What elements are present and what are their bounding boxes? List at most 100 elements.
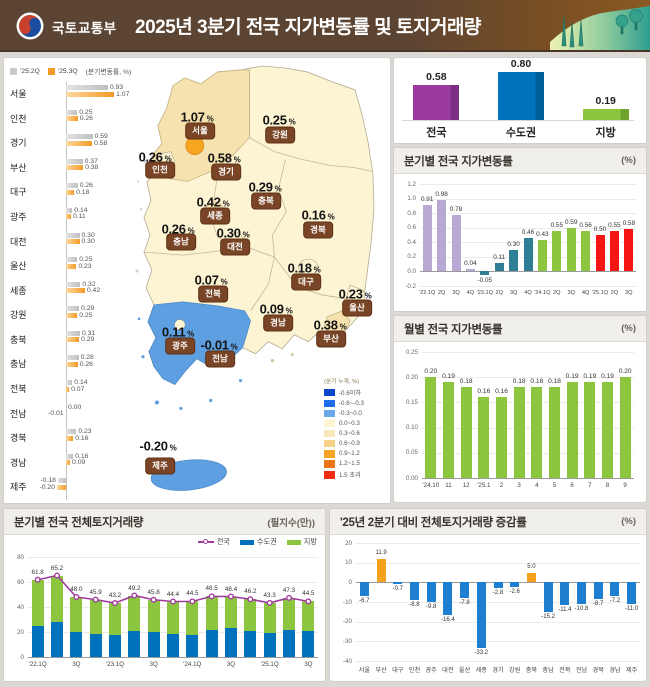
- value-bar: [476, 582, 486, 648]
- value-label: 1.07: [116, 90, 130, 98]
- legend-label: '25.2Q: [20, 67, 40, 75]
- value-label: -11.0: [625, 605, 639, 612]
- x-axis-label: 9: [623, 482, 627, 489]
- value-bar: [425, 377, 437, 478]
- map-region-badge: 서울: [185, 122, 215, 140]
- value-bar: [513, 387, 525, 478]
- x-axis-label: 6: [570, 482, 574, 489]
- value-label: 0.30: [507, 240, 520, 248]
- value-label: 0.91: [420, 196, 434, 204]
- jibang-bar: [70, 597, 83, 632]
- value-label: 0.18: [530, 378, 544, 386]
- x-axis-label: '24.10: [422, 482, 440, 489]
- value-label: 0.37: [84, 157, 98, 165]
- transactions-legend: 전국 수도권 지방: [188, 537, 317, 547]
- map-legend-item: -0.6이하: [324, 388, 386, 397]
- value-bar: [57, 478, 66, 484]
- value-bar: [526, 572, 536, 583]
- gridline: [422, 377, 634, 379]
- y-axis-label: 0.00: [405, 474, 418, 482]
- value-label: 11.9: [375, 549, 387, 556]
- value-label: 0.26: [79, 360, 93, 368]
- value-label: 0.50: [593, 226, 607, 233]
- jibang-bar: [128, 595, 141, 631]
- map-legend: (분기 누계, %) -0.6이하 -0.6~-0.3 -0.3~0.0 0.0~0.…: [324, 376, 386, 482]
- region-name: 전남: [10, 408, 27, 419]
- value-bar: [451, 214, 461, 272]
- value-label: -0.7: [392, 585, 403, 592]
- value-label: 0.26: [79, 115, 93, 123]
- value-label: -15.2: [541, 614, 555, 621]
- x-axis-label: '22.1Q: [419, 290, 436, 296]
- sudogwon-bar: [205, 630, 218, 657]
- monthly-panel: 월별 전국 지가변동률 (%) 0.00 0.05 0.10 0.15 0.20 0.25…: [393, 315, 647, 503]
- header: 국토교통부 2025년 3분기 전국 지가변동률 및 토지거래량: [0, 0, 650, 52]
- value-label: 0.59: [564, 219, 578, 227]
- value-bar: [443, 382, 454, 478]
- y-axis-label: 0.10: [405, 424, 418, 432]
- gridline: [356, 543, 640, 544]
- x-axis-label: 4: [535, 482, 539, 489]
- zero-axis: [422, 478, 634, 479]
- x-axis-label: 충남: [542, 667, 554, 674]
- value-label: 0.00: [68, 403, 82, 411]
- map-region-badge: 경남: [263, 314, 293, 332]
- sudogwon-bar: [263, 632, 276, 657]
- x-axis-label: 충북: [525, 667, 538, 674]
- legend-swatch: [324, 460, 335, 468]
- value-label: 0.58: [426, 71, 447, 84]
- x-axis-label: '23.1Q: [476, 290, 493, 296]
- y-axis-label: 0.4: [407, 238, 416, 246]
- legend-swatch: [324, 471, 335, 479]
- gridline: [356, 562, 640, 564]
- legend-label: -0.6이하: [339, 390, 362, 397]
- value-label: 0.58: [94, 139, 108, 147]
- map-value: 0.38 %: [313, 317, 347, 333]
- value-label: 0.19: [565, 373, 579, 381]
- y-axis-label: 0.6: [407, 224, 416, 232]
- value-label: 0.30: [81, 238, 95, 246]
- value-bar: [66, 109, 78, 115]
- value-label: 0.04: [464, 259, 477, 267]
- page-title: 2025년 3분기 전국 지가변동률 및 토지거래량: [135, 17, 481, 38]
- value-bar: [66, 288, 85, 294]
- value-bar: [523, 237, 533, 272]
- value-label: -6.7: [359, 597, 370, 604]
- monthly-chart: 0.00 0.05 0.10 0.15 0.20 0.25 0.20 '24.10 0.19 11…: [394, 342, 646, 502]
- legend-label: 수도권: [256, 537, 277, 546]
- jibang-bar: [302, 601, 315, 631]
- bar-marker: [239, 539, 254, 545]
- sudogwon-bar: [302, 630, 315, 657]
- value-bar: [66, 140, 93, 146]
- legend-label: 1.2~1.5: [339, 460, 360, 468]
- region-compare-legend: '25.2Q '25.3Q (분기변동률, %): [10, 66, 131, 76]
- x-axis-label: 전남: [575, 667, 588, 674]
- value-label: 0.29: [81, 305, 95, 313]
- x-axis-label: '25.1: [477, 482, 491, 489]
- map-legend-item: -0.6~-0.3: [324, 399, 386, 408]
- x-axis-label: 제주: [625, 667, 638, 674]
- value-bar: [498, 72, 544, 120]
- value-label: 0.46: [521, 228, 535, 236]
- value-bar: [66, 91, 115, 97]
- x-axis-label: 4Q: [581, 290, 590, 296]
- y-axis-label: 20: [17, 628, 24, 636]
- value-bar: [66, 312, 78, 318]
- value-label: -0.01: [48, 410, 64, 418]
- value-label: 0.16: [75, 434, 89, 442]
- value-bar: [426, 582, 436, 602]
- line-marker: [197, 539, 214, 544]
- sudogwon-bar: [31, 625, 44, 657]
- value-bar: [66, 239, 80, 245]
- value-label: 0.43: [536, 231, 549, 239]
- value-label: 0.19: [601, 373, 614, 381]
- legend-swatch: [324, 429, 335, 438]
- value-bar: [595, 235, 605, 272]
- value-bar: [627, 582, 637, 604]
- value-bar: [537, 240, 547, 272]
- gridline: [356, 621, 640, 623]
- value-label: -10.8: [574, 605, 589, 612]
- x-axis-label: 3Q: [509, 290, 518, 296]
- gridline: [28, 582, 318, 583]
- quarterly-panel: 분기별 전국 지가변동률 (%) -0.2 0.0 0.2 0.4 0.6 0.8 1.0 1…: [393, 147, 647, 312]
